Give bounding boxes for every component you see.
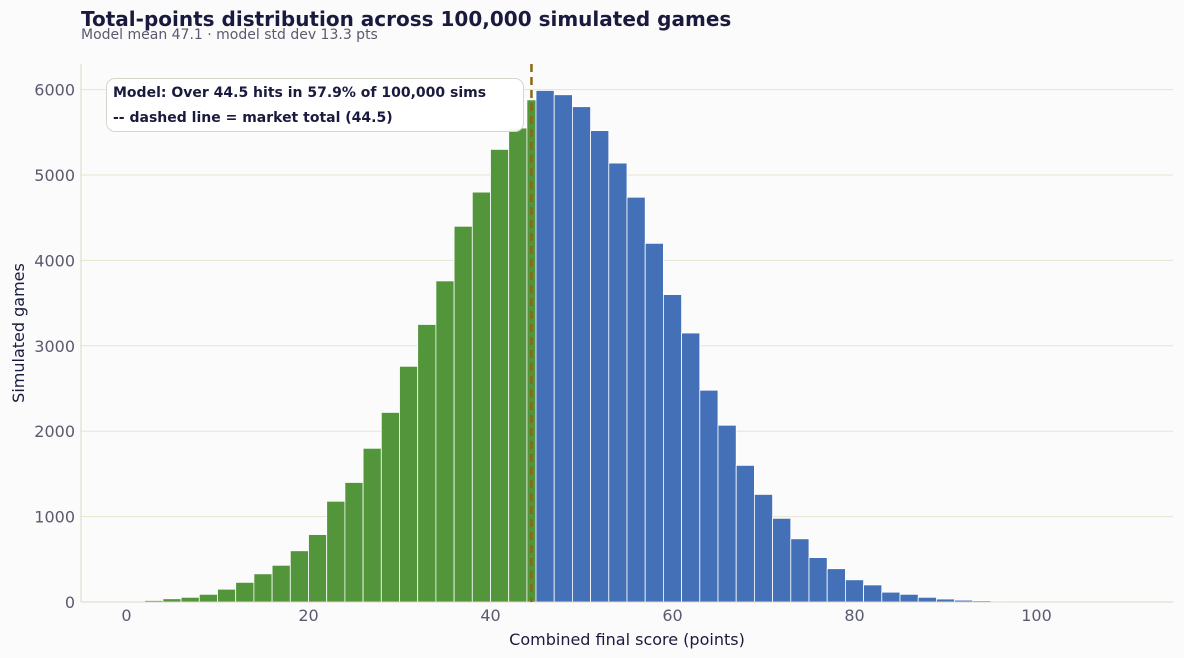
y-tick-label: 2000 bbox=[34, 422, 75, 441]
axes bbox=[80, 64, 1173, 603]
histogram-bar bbox=[490, 148, 510, 603]
histogram-bar bbox=[608, 162, 628, 603]
histogram-bar bbox=[553, 94, 573, 603]
chart-subtitle: Model mean 47.1 · model std dev 13.3 pts bbox=[81, 27, 378, 43]
histogram-bar bbox=[590, 130, 610, 603]
histogram-bar bbox=[362, 447, 382, 603]
histogram-bar bbox=[453, 225, 473, 603]
histogram-bar bbox=[253, 573, 273, 603]
y-tick-label: 6000 bbox=[34, 81, 75, 100]
y-tick-label: 3000 bbox=[34, 337, 75, 356]
histogram-bar bbox=[899, 593, 919, 603]
histogram-bar bbox=[790, 538, 810, 603]
y-axis-label: Simulated games bbox=[9, 263, 28, 403]
histogram-bar bbox=[863, 584, 883, 603]
histogram-bar bbox=[198, 593, 218, 603]
histogram-bar bbox=[380, 412, 400, 603]
histogram-bar bbox=[881, 591, 901, 603]
x-axis-label: Combined final score (points) bbox=[509, 630, 745, 649]
x-tick-label: 0 bbox=[121, 606, 131, 625]
histogram-bar bbox=[417, 324, 437, 603]
histogram-bar bbox=[917, 596, 937, 603]
x-tick-label: 80 bbox=[844, 606, 864, 625]
histogram-bar bbox=[180, 596, 200, 603]
x-tick-label: 60 bbox=[662, 606, 682, 625]
histogram-bar bbox=[326, 500, 346, 603]
histogram-bar bbox=[717, 424, 737, 603]
y-tick-label: 4000 bbox=[34, 251, 75, 270]
y-tick-label: 1000 bbox=[34, 508, 75, 527]
histogram-bar bbox=[271, 564, 291, 603]
annotation-box bbox=[106, 78, 524, 132]
annotation-line-1: Model: Over 44.5 hits in 57.9% of 100,00… bbox=[113, 85, 487, 101]
histogram-bar bbox=[663, 294, 683, 603]
histogram-bar bbox=[435, 280, 455, 603]
histogram-bar bbox=[808, 557, 828, 603]
histogram-bar bbox=[308, 534, 328, 603]
y-tick-labels: 0 1000 2000 3000 4000 5000 6000 bbox=[34, 81, 75, 612]
histogram-bar bbox=[772, 517, 792, 603]
histogram-bar bbox=[681, 332, 701, 603]
histogram-bar bbox=[699, 389, 719, 603]
histogram-bar bbox=[826, 568, 846, 603]
y-tick-label: 0 bbox=[65, 593, 75, 612]
histogram-bar bbox=[399, 365, 419, 603]
x-tick-label: 40 bbox=[480, 606, 500, 625]
histogram-bar bbox=[289, 550, 309, 603]
histogram-bar bbox=[508, 127, 528, 603]
histogram-bar bbox=[735, 464, 755, 603]
histogram-bar bbox=[535, 90, 555, 603]
histogram-bar bbox=[626, 196, 646, 603]
x-tick-labels: 0 20 40 60 80 100 bbox=[121, 606, 1051, 625]
histogram-bar bbox=[644, 242, 664, 603]
histogram-bar bbox=[754, 493, 774, 603]
histogram-bar bbox=[344, 482, 364, 603]
histogram-bar bbox=[572, 106, 592, 603]
y-tick-label: 5000 bbox=[34, 166, 75, 185]
chart-title: Total-points distribution across 100,000… bbox=[81, 7, 732, 31]
annotation-line-2: -- dashed line = market total (44.5) bbox=[113, 110, 393, 126]
x-tick-label: 20 bbox=[298, 606, 318, 625]
histogram-bar bbox=[845, 579, 865, 603]
histogram-bar bbox=[471, 191, 491, 603]
histogram-bar bbox=[217, 588, 237, 603]
histogram-bar bbox=[235, 581, 255, 603]
x-tick-label: 100 bbox=[1021, 606, 1052, 625]
